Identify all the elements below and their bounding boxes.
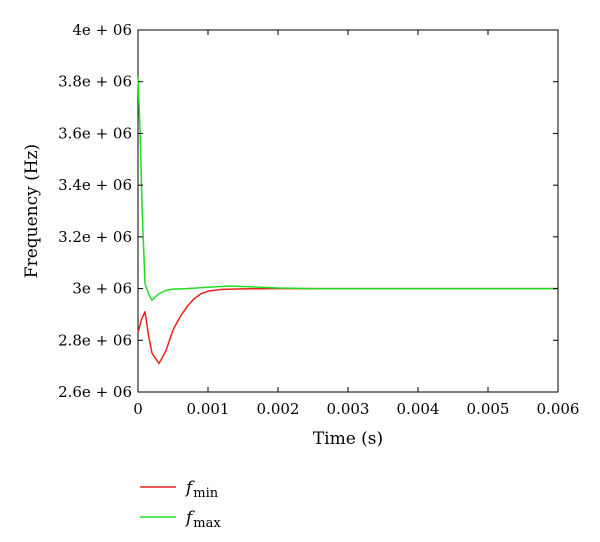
plot-area-frame [137, 29, 559, 393]
y-axis-ticks: 2.6e + 06 2.8e + 06 3e + 06 3.2e + 06 3.4e +… [58, 21, 558, 401]
legend-label-f-max: fmax [184, 508, 221, 531]
x-tick-label: 0.006 [537, 400, 580, 418]
series-line-f-min [137, 287, 558, 365]
legend: fmin fmax [140, 478, 221, 531]
x-axis-label: Time (s) [313, 429, 383, 449]
legend-label-f-min: fmin [184, 478, 219, 501]
y-tick-label: 4e + 06 [72, 21, 132, 39]
series-line-f-max [137, 76, 558, 301]
y-axis-label: Frequency (Hz) [22, 144, 42, 278]
y-tick-label: 3.2e + 06 [58, 228, 132, 246]
x-tick-label: 0.004 [397, 400, 440, 418]
y-tick-label: 3e + 06 [72, 280, 132, 298]
series-layer [137, 76, 558, 365]
y-tick-label: 2.8e + 06 [58, 331, 132, 349]
x-tick-label: 0.002 [257, 400, 300, 418]
x-tick-label: 0.003 [327, 400, 370, 418]
y-tick-label: 3.4e + 06 [58, 176, 132, 194]
y-tick-label: 2.6e + 06 [58, 383, 132, 401]
y-tick-label: 3.6e + 06 [58, 124, 132, 142]
y-tick-label: 3.8e + 06 [58, 73, 132, 91]
x-tick-label: 0.005 [467, 400, 510, 418]
x-tick-label: 0.001 [187, 400, 230, 418]
x-axis-ticks: 0 0.001 0.002 0.003 0.004 0.005 0.006 [133, 30, 579, 418]
x-tick-label: 0 [133, 400, 143, 418]
